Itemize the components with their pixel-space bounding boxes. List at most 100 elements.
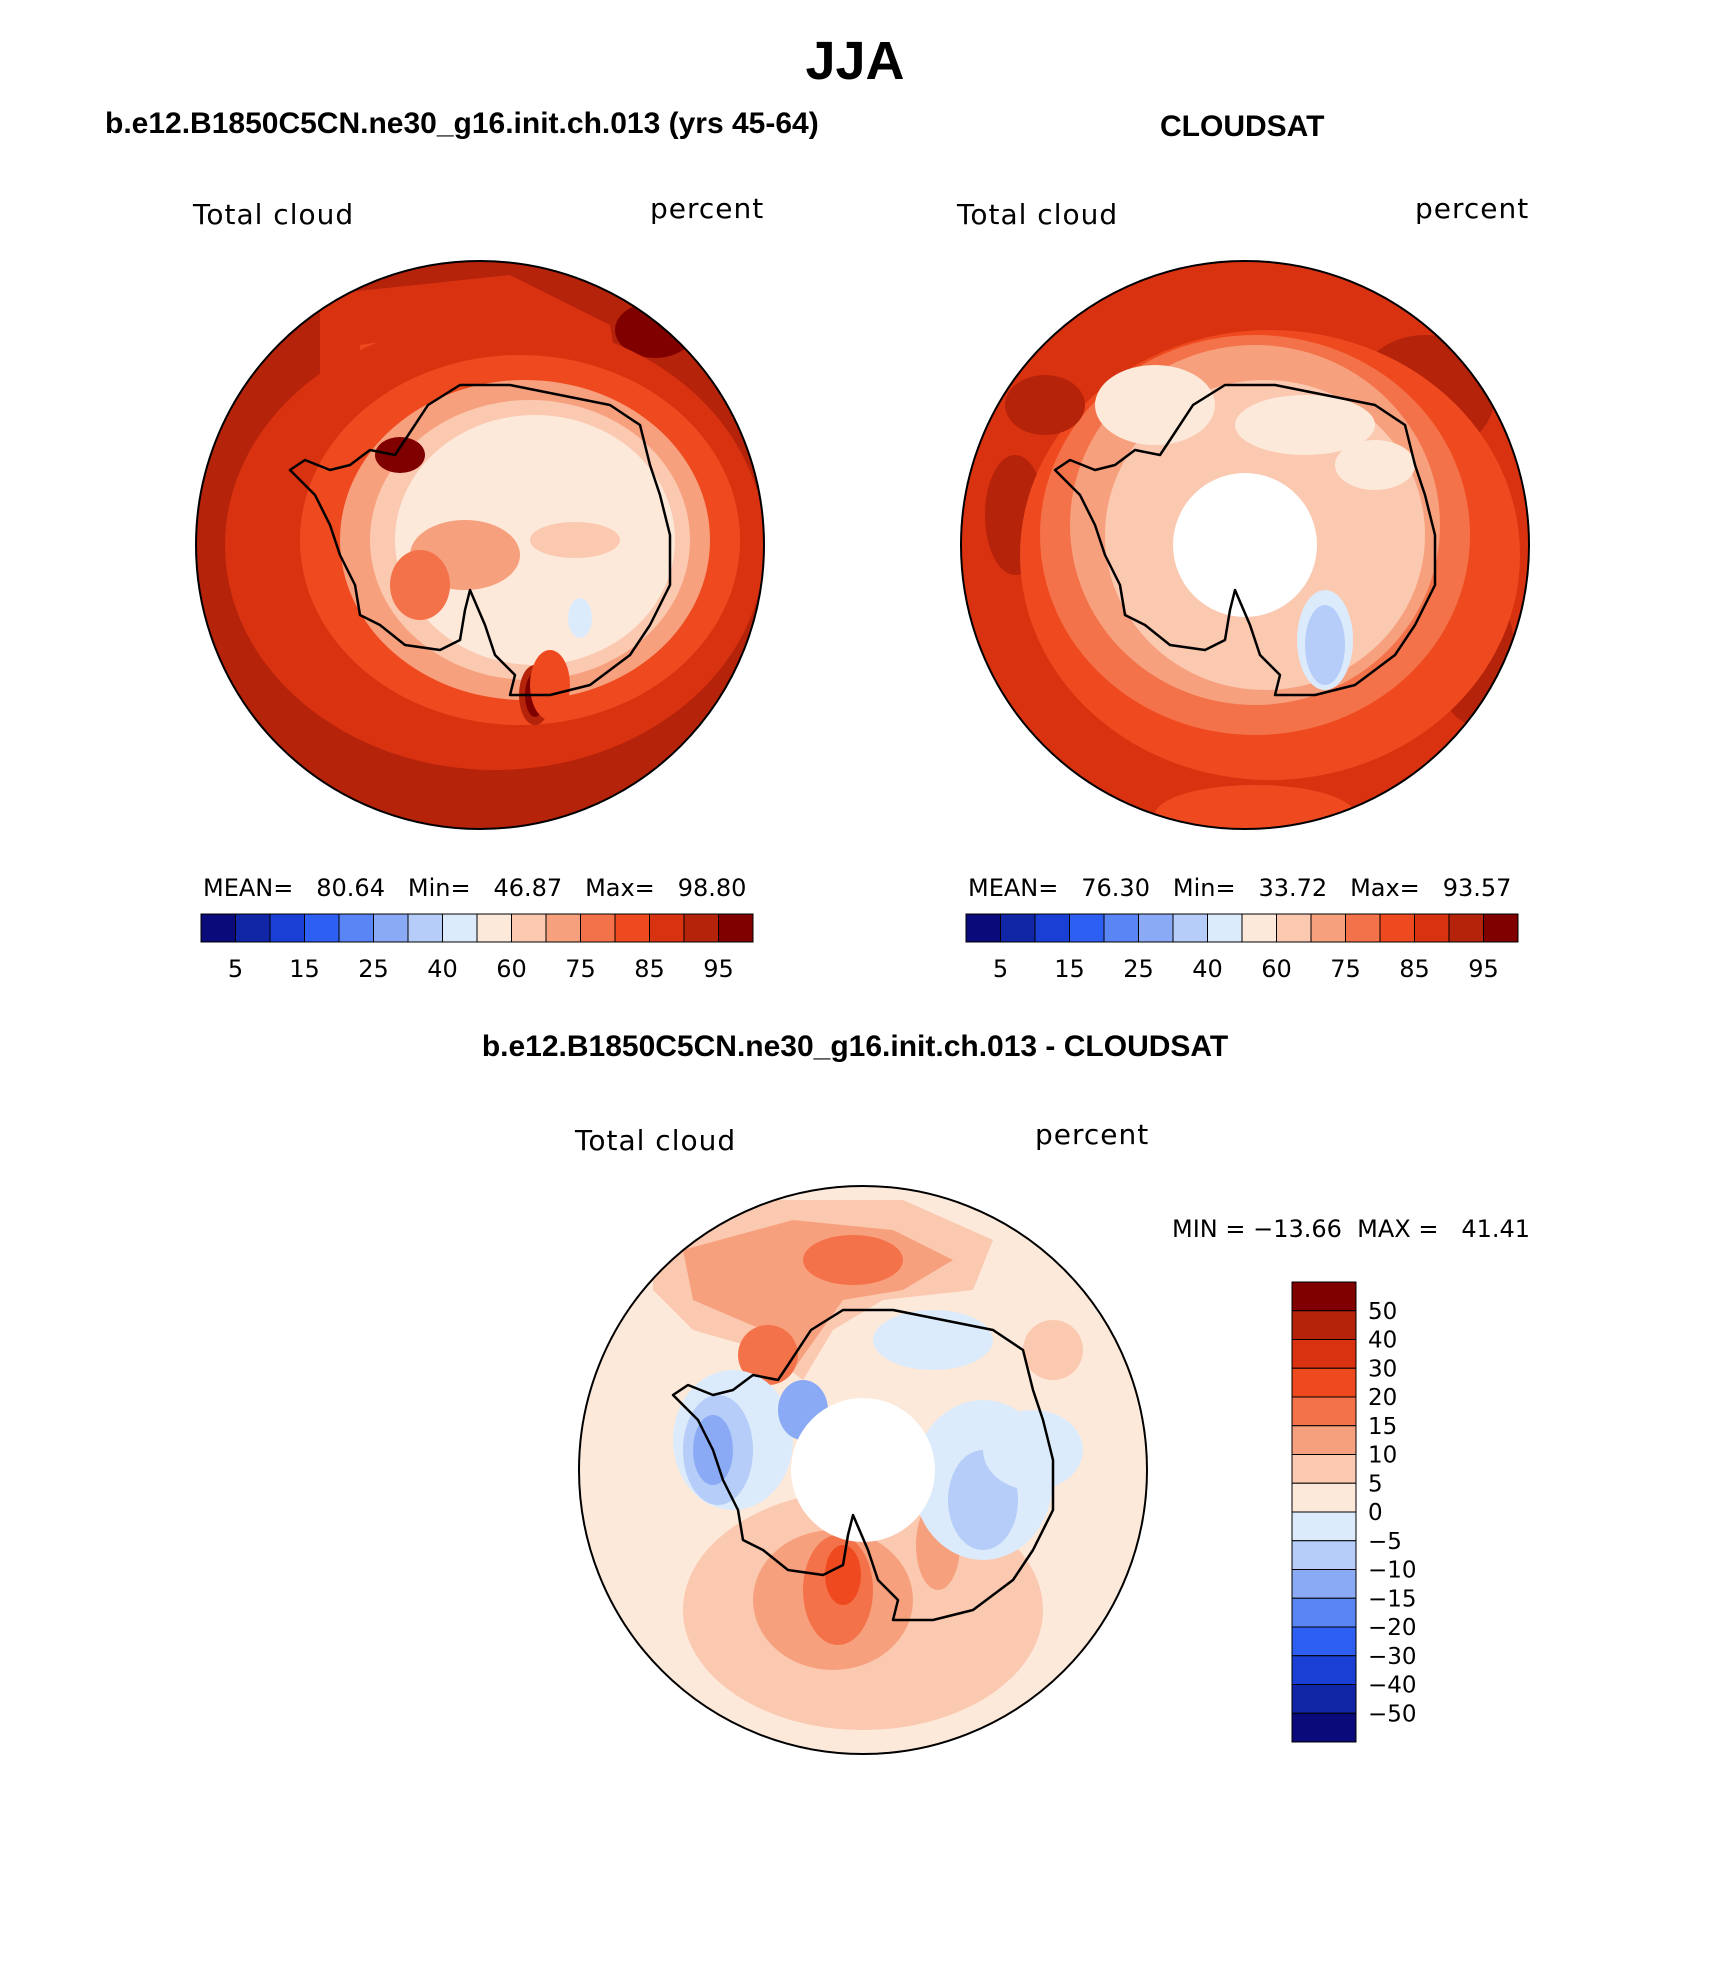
colorbar-tick-label: 60 xyxy=(1261,955,1292,983)
colorbar-box xyxy=(338,913,374,943)
coastline xyxy=(1053,383,1437,697)
polar-data-gap xyxy=(1173,473,1317,617)
colorbar-tick-label: 5 xyxy=(993,955,1008,983)
diff-variable-label: Total cloud xyxy=(575,1124,737,1157)
colorbar-box xyxy=(1291,1597,1357,1628)
colorbar-tick-label: 60 xyxy=(496,955,527,983)
diff-stats: MIN = −13.66 MAX = 41.41 xyxy=(1172,1215,1531,1243)
colorbar-box xyxy=(1276,913,1312,943)
colorbar-tick-label: 40 xyxy=(1368,1328,1397,1354)
diff-polar-map xyxy=(578,1185,1148,1755)
colorbar-tick-label: 95 xyxy=(1468,955,1499,983)
colorbar-tick-label: 10 xyxy=(1368,1443,1397,1469)
colorbar-box xyxy=(442,913,478,943)
map-border xyxy=(960,260,1530,830)
colorbar-box xyxy=(1241,913,1277,943)
max-label: Max= xyxy=(1350,874,1420,902)
colorbar-box xyxy=(1448,913,1484,943)
obs-stats: MEAN= 76.30 Min= 33.72 Max= 93.57 xyxy=(968,874,1511,902)
colorbar-box xyxy=(1291,1482,1357,1513)
colorbar-tick-label: 15 xyxy=(1368,1414,1397,1440)
colorbar-box xyxy=(614,913,650,943)
obs-polar-map xyxy=(960,260,1530,830)
colorbar-box xyxy=(1483,913,1519,943)
colorbar-box xyxy=(1379,913,1415,943)
colorbar-box xyxy=(200,913,236,943)
colorbar-box xyxy=(545,913,581,943)
model-panel-title: b.e12.B1850C5CN.ne30_g16.init.ch.013 (yr… xyxy=(105,107,819,140)
colorbar-box xyxy=(1291,1569,1357,1599)
obs-panel-title: CLOUDSAT xyxy=(1160,110,1325,143)
colorbar-box xyxy=(1291,1712,1357,1743)
colorbar-box xyxy=(965,913,1001,943)
colorbar-box xyxy=(235,913,271,943)
obs-colorbar: 5 15 25 40 60 75 85 95 xyxy=(965,913,1519,983)
model-units-label: percent xyxy=(650,192,765,225)
colorbar-tick-label: −5 xyxy=(1368,1529,1402,1555)
colorbar-box xyxy=(1291,1626,1357,1657)
colorbar-box xyxy=(476,913,512,943)
mean-value: 76.30 xyxy=(1081,874,1150,902)
colorbar-box xyxy=(1207,913,1243,943)
colorbar-tick-label: −30 xyxy=(1368,1644,1417,1670)
colorbar-tick-label: 30 xyxy=(1368,1356,1397,1382)
colorbar-box xyxy=(580,913,616,943)
colorbar-box xyxy=(407,913,443,943)
colorbar-tick-label: −10 xyxy=(1368,1558,1417,1584)
diff-units-label: percent xyxy=(1035,1118,1150,1151)
coastline xyxy=(671,1308,1055,1622)
min-value: 46.87 xyxy=(493,874,563,902)
colorbar-tick-label: 0 xyxy=(1368,1500,1383,1526)
colorbar-box xyxy=(649,913,685,943)
mean-value: 80.64 xyxy=(316,874,385,902)
max-value: 93.57 xyxy=(1442,874,1512,902)
colorbar-tick-label: 95 xyxy=(703,955,734,983)
colorbar-tick-label: −20 xyxy=(1368,1615,1417,1641)
model-polar-map xyxy=(195,260,765,830)
colorbar-box xyxy=(1138,913,1174,943)
coastline xyxy=(288,383,672,697)
colorbar-tick-label: −50 xyxy=(1368,1701,1417,1727)
colorbar-box xyxy=(1172,913,1208,943)
min-value: 33.72 xyxy=(1258,874,1328,902)
obs-variable-label: Total cloud xyxy=(957,198,1119,231)
mean-label: MEAN= xyxy=(203,874,294,902)
colorbar-tick-label: 75 xyxy=(1330,955,1361,983)
colorbar-box xyxy=(269,913,305,943)
map-border xyxy=(578,1185,1148,1755)
colorbar-box xyxy=(1291,1396,1357,1427)
mean-label: MEAN= xyxy=(968,874,1059,902)
colorbar-tick-label: 40 xyxy=(1192,955,1223,983)
colorbar-tick-label: −15 xyxy=(1368,1586,1417,1612)
colorbar-box xyxy=(1291,1281,1357,1312)
colorbar-box xyxy=(1000,913,1036,943)
colorbar-box xyxy=(1291,1684,1357,1714)
colorbar-box xyxy=(1291,1310,1357,1340)
colorbar-box xyxy=(1291,1511,1357,1542)
colorbar-box xyxy=(1414,913,1450,943)
polar-data-gap xyxy=(791,1398,935,1542)
colorbar-box xyxy=(1291,1339,1357,1369)
max-value: 98.80 xyxy=(677,874,747,902)
colorbar-tick-label: 85 xyxy=(1399,955,1430,983)
colorbar-box xyxy=(1291,1367,1357,1398)
model-variable-label: Total cloud xyxy=(193,198,355,231)
page-title: JJA xyxy=(805,31,905,91)
colorbar-box xyxy=(1291,1540,1357,1570)
colorbar-tick-label: 20 xyxy=(1368,1385,1397,1411)
colorbar-box xyxy=(1291,1655,1357,1685)
colorbar-tick-label: 50 xyxy=(1368,1299,1397,1325)
colorbar-box xyxy=(304,913,340,943)
colorbar-tick-label: 15 xyxy=(1054,955,1085,983)
colorbar-tick-label: 25 xyxy=(358,955,389,983)
colorbar-box xyxy=(1034,913,1070,943)
colorbar-tick-label: 75 xyxy=(565,955,596,983)
max-label: Max= xyxy=(585,874,655,902)
colorbar-box xyxy=(1345,913,1381,943)
colorbar-box xyxy=(511,913,547,943)
colorbar-box xyxy=(718,913,754,943)
model-stats: MEAN= 80.64 Min= 46.87 Max= 98.80 xyxy=(203,874,746,902)
colorbar-tick-label: 15 xyxy=(289,955,320,983)
colorbar-box xyxy=(1069,913,1105,943)
